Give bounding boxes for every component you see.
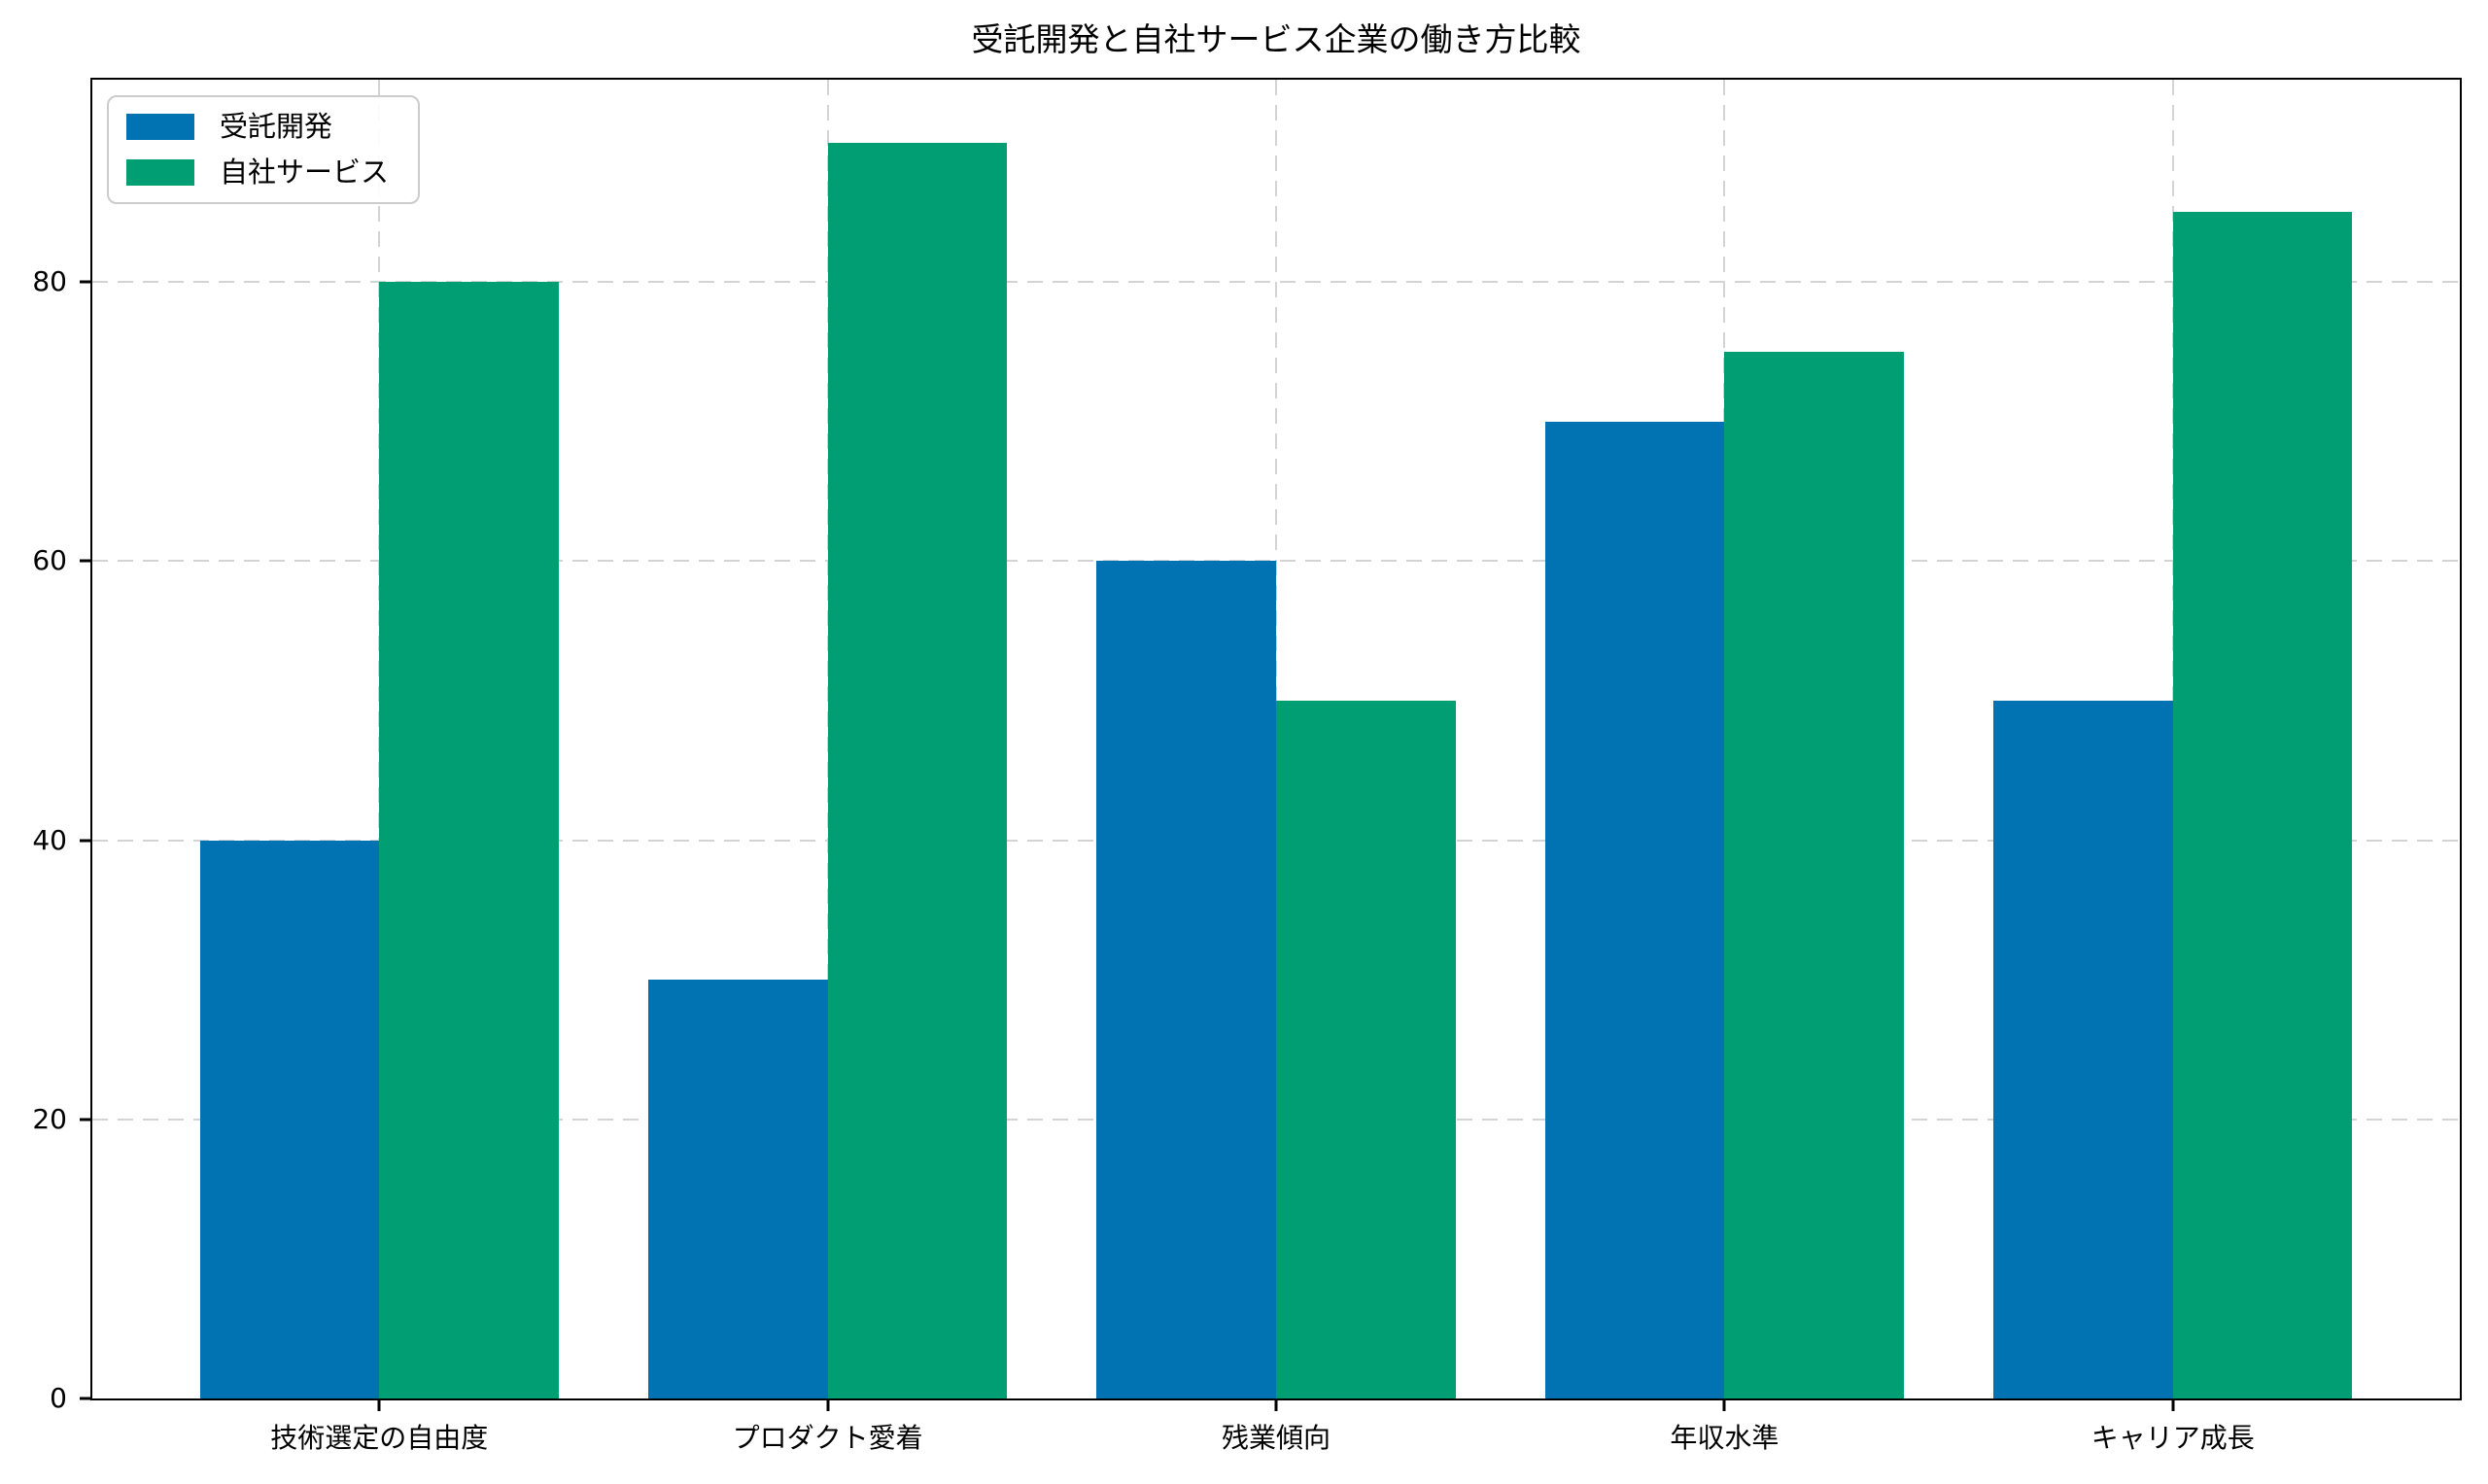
y-tick-80 [80,280,92,284]
x-tick-4 [2171,1398,2175,1411]
y-tick-label-0: 0 [50,1382,67,1414]
bar-series0-cat2 [1096,561,1276,1398]
y-tick-label-20: 20 [32,1102,67,1135]
plot-area: 受託開発 自社サービス 0 20 40 60 80 技術選定の自由度 プロダクト愛着 残業傾向… [32,78,2462,1454]
legend-label-contract-dev: 受託開発 [220,110,333,143]
x-tick-label-2: 残業傾向 [1221,1422,1331,1454]
x-tick-1 [826,1398,830,1411]
x-tick-0 [377,1398,381,1411]
bar-series1-cat2 [1276,701,1456,1398]
legend-label-inhouse-service: 自社サービス [220,155,390,189]
legend-item-inhouse-service: 自社サービス [126,158,389,187]
bar-series0-cat4 [1993,701,2173,1398]
bar-series1-cat1 [827,142,1008,1398]
y-tick-40 [80,839,92,843]
legend-item-contract-dev: 受託開発 [126,113,389,141]
y-tick-label-40: 40 [32,823,67,856]
y-tick-label-60: 60 [32,544,67,577]
x-tick-label-0: 技術選定の自由度 [270,1422,489,1454]
x-tick-label-4: キャリア成長 [2091,1422,2255,1454]
x-tick-label-1: プロダクト愛着 [732,1422,923,1454]
bar-series1-cat4 [2172,212,2353,1398]
x-tick-label-3: 年収水準 [1670,1422,1780,1454]
legend-swatch-inhouse-service [126,159,194,186]
y-tick-label-80: 80 [32,265,67,298]
bar-series0-cat0 [199,840,380,1398]
legend-swatch-contract-dev [126,114,194,140]
legend: 受託開発 自社サービス [107,95,421,204]
bar-series1-cat0 [379,282,559,1398]
y-tick-60 [80,559,92,563]
bar-series0-cat1 [648,980,828,1398]
chart-title: 受託開発と自社サービス企業の働き方比較 [971,20,1581,58]
bar-series0-cat3 [1544,421,1725,1398]
bar-series1-cat3 [1724,352,1904,1398]
x-tick-2 [1274,1398,1278,1411]
y-tick-20 [80,1118,92,1122]
y-tick-0 [80,1397,92,1400]
x-tick-3 [1722,1398,1726,1411]
